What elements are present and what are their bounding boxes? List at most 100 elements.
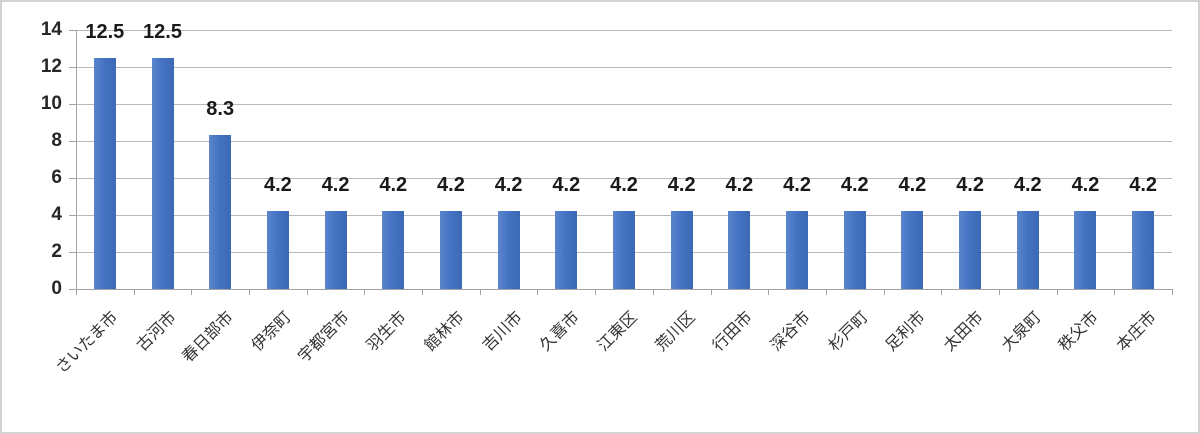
y-axis-tick-label: 0: [51, 278, 62, 299]
y-axis-tick: [69, 67, 76, 68]
x-axis-category-label: 荒川区: [652, 308, 699, 355]
bar: [1132, 211, 1155, 289]
y-axis-tick-label: 10: [40, 93, 62, 114]
x-axis-category-label: 吉川市: [479, 308, 526, 355]
x-axis-category-label: 太田市: [940, 308, 987, 355]
bar-value-label: 4.2: [610, 174, 638, 197]
y-axis-tick-label: 6: [51, 167, 62, 188]
bar: [93, 57, 116, 289]
x-axis-tick: [1056, 289, 1058, 295]
y-gridline: [76, 29, 1172, 31]
x-axis-tick: [710, 289, 712, 295]
y-axis-tick: [69, 289, 76, 290]
bar: [959, 211, 982, 289]
x-axis-tick: [998, 289, 1000, 295]
bar: [151, 57, 174, 289]
bar: [555, 211, 578, 289]
bar-value-label: 8.3: [206, 98, 235, 121]
x-axis-line: [76, 289, 1173, 290]
bar-value-label: 4.2: [667, 174, 696, 197]
x-axis-category-label: 宇都宮市: [295, 308, 353, 366]
bar: [670, 211, 693, 289]
bar: [1016, 211, 1039, 289]
y-axis-tick-label: 12: [40, 56, 62, 77]
x-axis-tick: [479, 289, 481, 295]
y-gridline: [76, 66, 1172, 68]
x-axis-tick: [249, 289, 251, 295]
y-axis-tick: [69, 178, 76, 179]
y-gridline: [76, 177, 1172, 179]
x-axis-tick: [768, 289, 770, 295]
bar: [382, 211, 405, 289]
x-axis-tick: [133, 289, 135, 295]
y-gridline: [76, 140, 1172, 142]
x-axis-tick: [1172, 289, 1173, 295]
y-axis-tick-label: 8: [51, 130, 62, 151]
y-gridline: [76, 103, 1172, 105]
bar-value-label: 4.2: [263, 174, 292, 197]
bar-value-label: 4.2: [321, 174, 350, 197]
y-axis-tick: [69, 141, 76, 142]
y-axis-tick: [69, 215, 76, 216]
x-axis-tick: [422, 289, 424, 295]
x-axis-category-label: 足利市: [883, 308, 930, 355]
bar-value-label: 4.2: [379, 174, 408, 197]
bar: [901, 211, 924, 289]
y-axis-tick-label: 14: [40, 19, 62, 40]
bar-value-label: 4.2: [783, 174, 811, 197]
bar: [786, 211, 809, 289]
x-axis-category-label: 大泉町: [998, 308, 1045, 355]
x-axis-tick: [191, 289, 193, 295]
x-axis-category-label: 古河市: [133, 308, 180, 355]
bar: [728, 211, 751, 289]
bar-value-label: 4.2: [840, 174, 869, 197]
x-axis-tick: [652, 289, 654, 295]
y-axis-tick: [69, 104, 76, 105]
bar-value-label: 4.2: [1071, 174, 1100, 197]
x-axis-tick: [825, 289, 827, 295]
x-axis-category-label: さいたま市: [53, 308, 122, 377]
x-axis-category-label: 杉戸町: [825, 308, 872, 355]
bar: [843, 211, 866, 289]
x-axis-tick: [364, 289, 366, 295]
bar-value-label: 4.2: [1013, 174, 1042, 197]
bar: [324, 211, 347, 289]
y-axis-tick: [69, 30, 76, 31]
x-axis-tick: [76, 289, 77, 295]
bar-value-label: 4.2: [552, 174, 581, 197]
bar-value-label: 4.2: [494, 174, 523, 197]
x-axis-category-label: 伊奈町: [248, 308, 295, 355]
x-axis-category-label: 館林市: [421, 308, 468, 355]
x-axis-tick: [595, 289, 597, 295]
y-axis-tick: [69, 252, 76, 253]
bar-value-label: 4.2: [725, 174, 754, 197]
bar-value-label: 4.2: [898, 174, 927, 197]
y-axis-line: [76, 30, 77, 289]
bar-value-label: 4.2: [437, 174, 465, 197]
bar-value-label: 12.5: [85, 20, 125, 43]
bar: [439, 211, 462, 289]
x-axis-category-label: 春日部市: [179, 308, 237, 366]
x-axis-tick: [306, 289, 308, 295]
x-axis-tick: [537, 289, 539, 295]
bar-value-label: 4.2: [956, 174, 984, 197]
bar: [1074, 211, 1097, 289]
x-axis-category-label: 久喜市: [537, 308, 584, 355]
x-axis-tick: [1114, 289, 1116, 295]
x-axis-category-label: 秩父市: [1056, 308, 1103, 355]
x-axis-category-label: 江東区: [594, 308, 641, 355]
bar: [266, 211, 289, 289]
y-axis-tick-label: 2: [51, 241, 62, 262]
bar-value-label: 4.2: [1129, 174, 1158, 197]
x-axis-category-label: 羽生市: [364, 308, 410, 355]
x-axis-tick: [883, 289, 885, 295]
x-axis-category-label: 本庄市: [1113, 308, 1160, 355]
x-axis-category-label: 行田市: [710, 308, 757, 355]
bar: [209, 135, 232, 289]
x-axis-category-label: 深谷市: [767, 308, 814, 355]
y-axis-tick-label: 4: [51, 204, 62, 225]
x-axis-tick: [941, 289, 943, 295]
bar: [613, 211, 635, 289]
